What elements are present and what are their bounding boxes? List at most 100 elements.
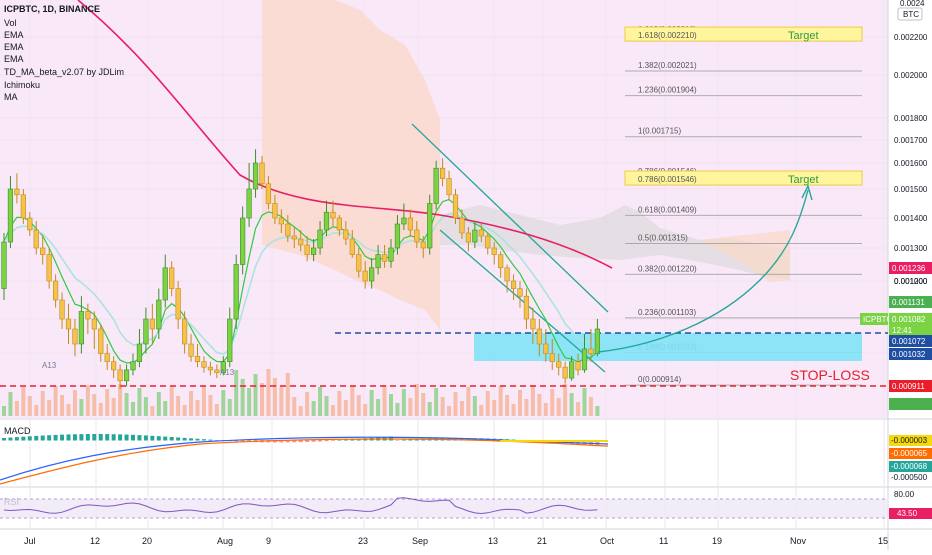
- volume-bar: [414, 384, 419, 416]
- candle-body: [72, 328, 78, 345]
- price-badge-blue_1: [889, 335, 932, 347]
- time-tick: 21: [537, 536, 547, 546]
- macd-hist-bar: [131, 434, 135, 441]
- volume-bar: [518, 390, 522, 416]
- indicator-vol[interactable]: Vol: [4, 18, 17, 28]
- macd-value-badge: [889, 435, 932, 446]
- indicator-ma[interactable]: MA: [4, 92, 18, 102]
- volume-bar: [466, 387, 471, 416]
- currency-badge: BTC: [903, 10, 919, 19]
- volume-bar: [569, 393, 574, 416]
- macd-hist-bar: [150, 435, 155, 441]
- candle-body: [46, 254, 52, 282]
- macd-hist-bar: [285, 440, 290, 443]
- volume-bar: [576, 402, 581, 416]
- macd-hist-bar: [27, 436, 32, 441]
- volume-bar: [105, 389, 110, 416]
- fib-label-target-2: 0.786(0.001546): [638, 175, 697, 184]
- volume-bar: [492, 400, 497, 416]
- price-tick: 0.001700: [894, 136, 928, 145]
- price-badge-stop_loss: [889, 380, 932, 392]
- volume-bar: [40, 391, 45, 416]
- candle-body: [317, 229, 323, 249]
- indicator-ichimoku[interactable]: Ichimoku: [4, 80, 41, 90]
- descending-channel: [411, 123, 609, 373]
- candle-body: [568, 361, 575, 379]
- indicator-td-ma[interactable]: TD_MA_beta_v2.07 by JDLim: [4, 67, 125, 77]
- volume-bar: [440, 397, 445, 416]
- volume-bar: [66, 404, 71, 416]
- a13-label-left: A13: [42, 361, 57, 370]
- price-badge-text-price: 0.001082: [892, 315, 926, 324]
- candle-body: [59, 299, 65, 320]
- candle-body: [343, 229, 349, 240]
- candle-body: [336, 217, 343, 231]
- volume-bar: [21, 387, 26, 416]
- candle-body: [536, 328, 542, 345]
- candle-body: [117, 369, 123, 382]
- macd-hist-bar: [169, 436, 174, 441]
- candle-body: [33, 229, 39, 249]
- target-label-2: Target: [788, 174, 819, 186]
- volume-bar: [266, 369, 271, 416]
- macd-hist-bar: [163, 436, 168, 441]
- rsi-axis-top: 80.00: [894, 490, 915, 499]
- macd-hist-bar: [66, 434, 71, 441]
- symbol-title: ICPBTC, 1D, BINANCE: [4, 4, 101, 14]
- rsi-line: [3, 497, 598, 515]
- macd-indicator: MACD -0.000003 -0.000065 -0.000068 -0.000500: [0, 426, 932, 485]
- indicator-ema-3[interactable]: EMA: [4, 54, 24, 64]
- candle-body: [420, 241, 426, 249]
- price-tick: 0.001600: [894, 159, 928, 168]
- volume-bars: [2, 369, 600, 416]
- fib-label: 0.382(0.001220): [638, 264, 697, 273]
- candle-body: [523, 295, 530, 320]
- macd-hist-bar: [459, 438, 464, 441]
- macd-hist-bar: [395, 440, 400, 441]
- volume-bar: [176, 396, 181, 416]
- candle-body: [149, 318, 155, 330]
- macd-value-text: -0.000003: [891, 436, 928, 445]
- candle-body: [207, 366, 214, 371]
- macd-axis-label: -0.000500: [891, 473, 928, 482]
- candle-body: [375, 254, 381, 269]
- volume-bar: [292, 397, 297, 416]
- candle-body: [510, 280, 517, 289]
- volume-bar: [124, 393, 129, 416]
- indicator-ema-2[interactable]: EMA: [4, 42, 24, 52]
- volume-bar: [260, 383, 264, 416]
- volume-bar: [137, 388, 142, 416]
- volume-bar: [298, 406, 303, 416]
- volume-bar: [389, 394, 393, 416]
- candle-body: [452, 194, 459, 219]
- candle-body: [285, 223, 291, 237]
- candle-body: [259, 162, 265, 185]
- fib-label: 0(0.000914): [638, 375, 681, 384]
- volume-bar: [421, 393, 426, 416]
- candle-body: [111, 361, 117, 371]
- macd-hist-bar: [292, 440, 297, 443]
- candle-body: [78, 311, 84, 345]
- volume-bar: [337, 391, 342, 416]
- candle-body: [498, 254, 504, 269]
- candle-body: [465, 232, 472, 243]
- macd-hist-bar: [137, 435, 142, 441]
- rsi-band: [0, 499, 888, 518]
- price-badge-symbol_tag: [860, 313, 888, 325]
- macd-value-badge: [889, 448, 932, 459]
- macd-hist-bar: [156, 436, 161, 441]
- macd-hist-bar: [47, 435, 52, 441]
- volume-bar: [330, 405, 335, 416]
- macd-hist-bar: [330, 440, 335, 441]
- indicator-ema-1[interactable]: EMA: [4, 30, 24, 40]
- candle-body: [401, 217, 407, 225]
- fib-levels: 1.618(0.002210) 1.382(0.002021) 1.236(0.00…: [0, 25, 888, 387]
- volume-bar: [382, 385, 387, 416]
- macd-hist-bar: [311, 440, 316, 442]
- volume-bar: [356, 395, 361, 416]
- time-tick: 13: [488, 536, 498, 546]
- macd-hist-bar: [350, 439, 355, 441]
- candle-body: [356, 254, 362, 272]
